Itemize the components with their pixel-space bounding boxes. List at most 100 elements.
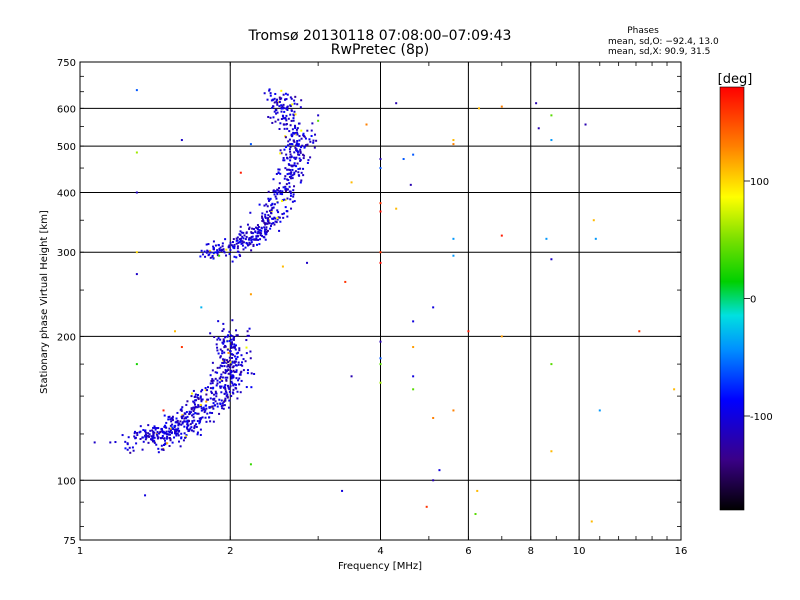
data-point — [215, 384, 218, 387]
data-point — [226, 360, 229, 363]
data-point — [230, 244, 233, 247]
data-point — [249, 237, 252, 240]
data-point — [287, 168, 290, 171]
data-point — [180, 346, 183, 349]
data-point — [230, 343, 233, 346]
data-point — [241, 242, 244, 245]
data-point — [379, 381, 382, 384]
data-point — [266, 217, 269, 220]
data-point — [288, 175, 291, 178]
data-point — [241, 361, 244, 364]
data-point — [290, 164, 293, 167]
data-point — [379, 251, 382, 254]
data-point — [153, 440, 156, 443]
data-point — [216, 379, 219, 382]
data-point — [238, 253, 241, 256]
data-point — [273, 193, 276, 196]
data-point — [296, 149, 299, 152]
data-point — [292, 164, 295, 167]
data-point — [298, 135, 301, 138]
data-point — [233, 361, 236, 364]
data-point — [245, 241, 248, 244]
data-point — [216, 366, 219, 369]
data-point — [293, 171, 296, 174]
data-point — [199, 428, 202, 431]
data-point — [219, 338, 222, 341]
data-point — [198, 422, 201, 425]
data-point — [230, 338, 233, 341]
data-point — [183, 425, 186, 428]
data-point — [180, 409, 183, 412]
data-point — [274, 190, 277, 193]
data-point — [222, 362, 225, 365]
data-point — [167, 430, 170, 433]
data-point — [226, 365, 229, 368]
data-point — [452, 254, 455, 257]
data-point — [152, 426, 155, 429]
data-point — [285, 123, 288, 126]
data-point — [212, 402, 215, 405]
data-point — [234, 360, 237, 363]
data-point — [289, 146, 292, 149]
data-point — [222, 342, 225, 345]
data-point — [196, 431, 199, 434]
data-point — [229, 334, 232, 337]
data-point — [269, 224, 272, 227]
data-point — [232, 388, 235, 391]
data-point — [135, 273, 138, 276]
data-point — [278, 101, 281, 104]
data-point — [238, 241, 241, 244]
data-point — [194, 403, 197, 406]
data-point — [282, 186, 285, 189]
data-point — [266, 229, 269, 232]
data-point — [236, 239, 239, 242]
data-point — [142, 440, 145, 443]
data-point — [139, 430, 142, 433]
data-point — [171, 418, 174, 421]
data-point — [224, 397, 227, 400]
data-point — [193, 408, 196, 411]
data-point — [279, 122, 282, 125]
data-point — [215, 392, 218, 395]
data-point — [200, 400, 203, 403]
data-point — [135, 151, 138, 154]
data-point — [550, 114, 553, 117]
data-point — [287, 179, 290, 182]
data-point — [250, 241, 253, 244]
data-point — [162, 444, 165, 447]
data-point — [289, 169, 292, 172]
data-point — [219, 403, 222, 406]
data-point — [281, 105, 284, 108]
data-point — [278, 168, 281, 171]
data-point — [216, 251, 219, 254]
data-point — [169, 424, 172, 427]
y-tick-label: 600 — [57, 104, 76, 115]
data-point — [224, 238, 227, 241]
data-point — [291, 103, 294, 106]
colorbar-tick-label: -100 — [750, 412, 773, 423]
data-point — [217, 352, 220, 355]
data-point — [269, 211, 272, 214]
data-point — [184, 412, 187, 415]
data-point — [196, 406, 199, 409]
phases-heading: Phases — [627, 26, 659, 36]
data-point — [550, 139, 553, 142]
data-point — [290, 155, 293, 158]
data-point — [250, 231, 253, 234]
x-tick-label: 2 — [227, 546, 233, 557]
data-point — [299, 150, 302, 153]
data-point — [297, 171, 300, 174]
y-tick-label: 75 — [63, 536, 76, 547]
data-point — [306, 129, 309, 132]
data-point — [228, 390, 231, 393]
data-point — [314, 133, 317, 136]
data-point — [273, 203, 276, 206]
data-point — [176, 429, 179, 432]
data-point — [176, 419, 179, 422]
x-tick-label: 1 — [77, 546, 83, 557]
data-point — [242, 237, 245, 240]
data-point — [160, 448, 163, 451]
data-point — [129, 451, 132, 454]
data-point — [273, 190, 276, 193]
data-point — [280, 89, 283, 92]
